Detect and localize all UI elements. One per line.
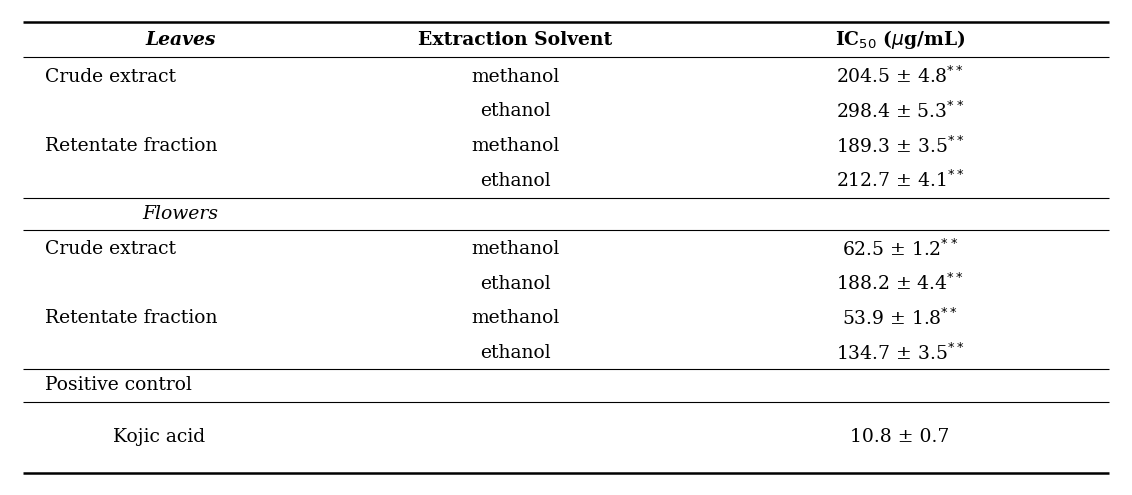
Text: ethanol: ethanol [480, 172, 550, 190]
Text: Retentate fraction: Retentate fraction [45, 309, 217, 327]
Text: 212.7 ± 4.1$^{**}$: 212.7 ± 4.1$^{**}$ [835, 170, 964, 192]
Text: Positive control: Positive control [45, 376, 192, 394]
Text: ethanol: ethanol [480, 275, 550, 293]
Text: Crude extract: Crude extract [45, 68, 177, 86]
Text: methanol: methanol [471, 137, 559, 155]
Text: Flowers: Flowers [143, 205, 218, 223]
Text: 189.3 ± 3.5$^{**}$: 189.3 ± 3.5$^{**}$ [835, 135, 964, 157]
Text: 298.4 ± 5.3$^{**}$: 298.4 ± 5.3$^{**}$ [835, 100, 964, 122]
Text: 204.5 ± 4.8$^{**}$: 204.5 ± 4.8$^{**}$ [835, 66, 964, 88]
Text: ethanol: ethanol [480, 344, 550, 362]
Text: 62.5 ± 1.2$^{**}$: 62.5 ± 1.2$^{**}$ [842, 238, 958, 260]
Text: Crude extract: Crude extract [45, 240, 177, 258]
Text: 10.8 ± 0.7: 10.8 ± 0.7 [850, 428, 950, 446]
Text: methanol: methanol [471, 68, 559, 86]
Text: methanol: methanol [471, 240, 559, 258]
Text: 188.2 ± 4.4$^{**}$: 188.2 ± 4.4$^{**}$ [835, 273, 964, 295]
Text: 53.9 ± 1.8$^{**}$: 53.9 ± 1.8$^{**}$ [842, 307, 958, 329]
Text: Kojic acid: Kojic acid [113, 428, 205, 446]
Text: methanol: methanol [471, 309, 559, 327]
Text: ethanol: ethanol [480, 102, 550, 120]
Text: Extraction Solvent: Extraction Solvent [418, 31, 612, 49]
Text: 134.7 ± 3.5$^{**}$: 134.7 ± 3.5$^{**}$ [835, 342, 964, 364]
Text: Retentate fraction: Retentate fraction [45, 137, 217, 155]
Text: IC$_{50}$ ($\mu$g/mL): IC$_{50}$ ($\mu$g/mL) [834, 28, 966, 51]
Text: Leaves: Leaves [145, 31, 215, 49]
